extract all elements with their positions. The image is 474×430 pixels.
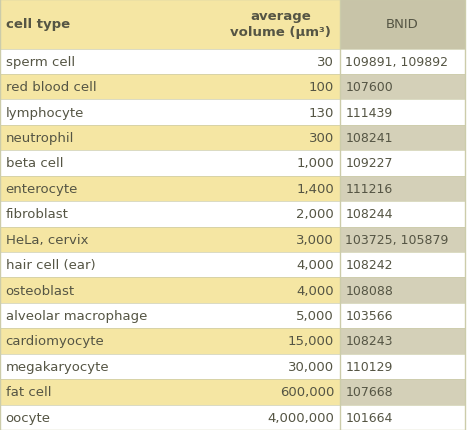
Text: 4,000: 4,000 (297, 284, 334, 297)
Bar (340, 202, 465, 227)
Text: 109891, 109892: 109891, 109892 (346, 55, 448, 69)
Text: 108088: 108088 (346, 284, 393, 297)
Bar (340, 278, 465, 303)
Text: fat cell: fat cell (6, 385, 51, 399)
Text: alveolar macrophage: alveolar macrophage (6, 309, 147, 322)
Bar (0, 151, 340, 176)
Bar (0, 354, 340, 379)
Text: 2,000: 2,000 (296, 208, 334, 221)
Bar (0, 202, 340, 227)
Bar (0, 329, 340, 354)
Text: sperm cell: sperm cell (6, 55, 75, 69)
Text: beta cell: beta cell (6, 157, 63, 170)
Bar (340, 329, 465, 354)
Bar (340, 176, 465, 202)
Text: 1,000: 1,000 (296, 157, 334, 170)
Bar (221, 0, 340, 49)
Bar (0, 405, 340, 430)
Text: HeLa, cervix: HeLa, cervix (6, 233, 88, 246)
Bar (340, 151, 465, 176)
Bar (0, 176, 340, 202)
Bar (340, 252, 465, 278)
Text: neutrophil: neutrophil (6, 132, 74, 145)
Text: 108244: 108244 (346, 208, 393, 221)
Text: 111439: 111439 (346, 106, 392, 120)
Bar (0, 227, 340, 252)
Bar (0, 49, 340, 75)
Text: average
volume (μm³): average volume (μm³) (230, 10, 331, 39)
Bar (340, 379, 465, 405)
Text: enterocyte: enterocyte (6, 182, 78, 196)
Text: cell type: cell type (6, 18, 70, 31)
Text: 101664: 101664 (346, 411, 392, 424)
Text: BNID: BNID (386, 18, 419, 31)
Text: 600,000: 600,000 (280, 385, 334, 399)
Text: 300: 300 (309, 132, 334, 145)
Text: 107668: 107668 (346, 385, 393, 399)
Text: megakaryocyte: megakaryocyte (6, 360, 109, 373)
Text: 5,000: 5,000 (296, 309, 334, 322)
Bar (340, 227, 465, 252)
Text: 30,000: 30,000 (288, 360, 334, 373)
Text: hair cell (ear): hair cell (ear) (6, 258, 95, 272)
Bar (0, 126, 340, 151)
Text: 107600: 107600 (346, 81, 393, 94)
Bar (340, 405, 465, 430)
Text: 111216: 111216 (346, 182, 392, 196)
Bar (0, 379, 340, 405)
Text: 3,000: 3,000 (296, 233, 334, 246)
Text: 30: 30 (317, 55, 334, 69)
Bar (340, 75, 465, 100)
Text: 108242: 108242 (346, 258, 393, 272)
Bar (0, 100, 340, 126)
Text: 110129: 110129 (346, 360, 392, 373)
Text: 4,000,000: 4,000,000 (267, 411, 334, 424)
Text: 108241: 108241 (346, 132, 393, 145)
Text: 1,400: 1,400 (296, 182, 334, 196)
Text: cardiomyocyte: cardiomyocyte (6, 335, 104, 348)
Text: 130: 130 (309, 106, 334, 120)
Text: 109227: 109227 (346, 157, 393, 170)
Bar (340, 0, 465, 49)
Bar (340, 100, 465, 126)
Text: oocyte: oocyte (6, 411, 51, 424)
Bar (0, 75, 340, 100)
Bar (0, 252, 340, 278)
Bar (0, 0, 221, 49)
Bar (0, 303, 340, 329)
Bar (340, 354, 465, 379)
Text: lymphocyte: lymphocyte (6, 106, 84, 120)
Text: 103725, 105879: 103725, 105879 (346, 233, 449, 246)
Bar (0, 278, 340, 303)
Text: osteoblast: osteoblast (6, 284, 75, 297)
Text: 103566: 103566 (346, 309, 393, 322)
Text: fibroblast: fibroblast (6, 208, 68, 221)
Text: red blood cell: red blood cell (6, 81, 96, 94)
Text: 15,000: 15,000 (288, 335, 334, 348)
Bar (340, 126, 465, 151)
Bar (340, 303, 465, 329)
Text: 100: 100 (309, 81, 334, 94)
Text: 4,000: 4,000 (297, 258, 334, 272)
Text: 108243: 108243 (346, 335, 393, 348)
Bar (340, 49, 465, 75)
